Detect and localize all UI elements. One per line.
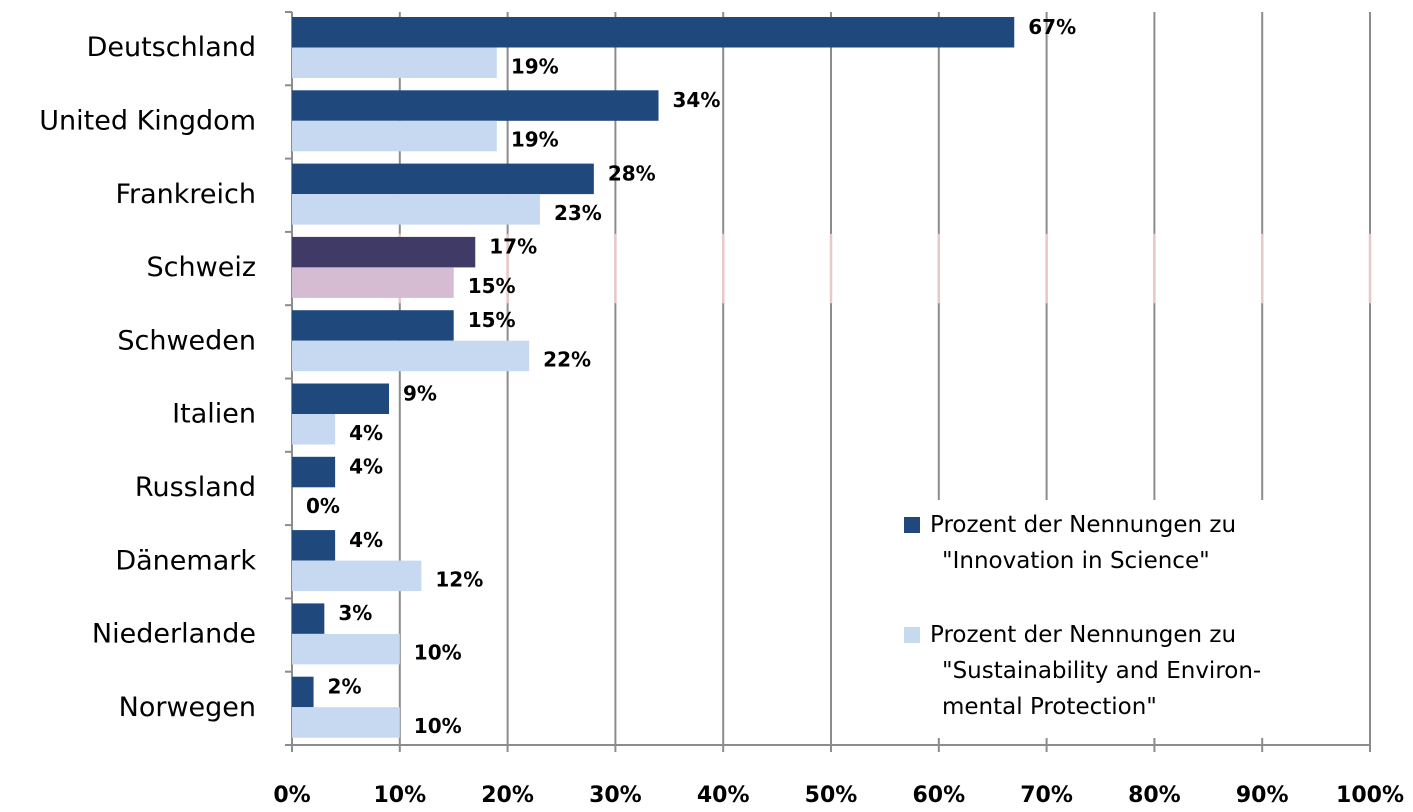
x-tick-label: 60% <box>912 783 965 808</box>
y-tick-label: United Kingdom <box>39 105 256 136</box>
bar <box>292 383 390 414</box>
bar <box>292 676 314 708</box>
data-label: 17% <box>489 235 537 259</box>
bar <box>292 560 422 592</box>
legend-label: Prozent der Nennungen zu "Innovation in S… <box>930 512 1236 574</box>
x-tick-label: 30% <box>589 783 642 808</box>
legend-marker <box>904 627 920 643</box>
data-label: 2% <box>328 674 362 698</box>
data-label: 3% <box>338 601 372 625</box>
y-tick-label: Deutschland <box>87 32 256 63</box>
data-label: 9% <box>403 381 437 405</box>
data-label: 15% <box>468 308 516 332</box>
x-tick-label: 20% <box>481 783 534 808</box>
y-tick-label: Schweiz <box>147 252 256 283</box>
legend-box <box>875 500 1320 738</box>
data-label: 34% <box>673 88 721 112</box>
data-label: 15% <box>468 274 516 298</box>
x-tick-label: 50% <box>805 783 858 808</box>
data-label: 10% <box>414 641 462 665</box>
data-label: 19% <box>511 54 559 78</box>
bar <box>292 267 454 298</box>
y-tick-label: Dänemark <box>115 545 256 576</box>
bar <box>292 456 336 488</box>
bar <box>292 340 530 372</box>
data-label: 4% <box>349 528 383 552</box>
bar <box>292 47 497 78</box>
data-label: 12% <box>435 567 483 591</box>
bar <box>292 163 594 195</box>
bar <box>292 90 659 121</box>
y-tick-label: Niederlande <box>92 619 256 650</box>
y-tick-label: Norwegen <box>119 692 256 723</box>
data-label: 23% <box>554 201 602 225</box>
y-tick-label: Italien <box>172 399 256 430</box>
bar <box>292 310 454 341</box>
bar <box>292 530 336 561</box>
legend-marker <box>904 517 920 533</box>
data-label: 4% <box>349 455 383 479</box>
bar <box>292 633 400 665</box>
data-label: 0% <box>306 494 340 518</box>
bar <box>292 603 325 634</box>
data-label: 28% <box>608 161 656 185</box>
x-tick-label: 0% <box>273 783 310 808</box>
legend-label: Prozent der Nennungen zu "Sustainability … <box>930 622 1261 720</box>
x-tick-label: 90% <box>1236 783 1289 808</box>
y-tick-label: Schweden <box>117 325 256 356</box>
x-tick-label: 80% <box>1128 783 1181 808</box>
bar <box>292 194 540 225</box>
x-tick-label: 40% <box>697 783 750 808</box>
bar <box>292 414 336 445</box>
y-tick-label: Russland <box>135 472 256 503</box>
x-tick-label: 100% <box>1336 783 1404 808</box>
data-label: 19% <box>511 128 559 152</box>
bar <box>292 17 1015 48</box>
x-tick-label: 70% <box>1020 783 1073 808</box>
bar <box>292 236 476 268</box>
data-label: 67% <box>1028 15 1076 39</box>
x-tick-label: 10% <box>373 783 426 808</box>
data-label: 4% <box>349 421 383 445</box>
data-label: 10% <box>414 714 462 738</box>
y-tick-label: Frankreich <box>115 179 256 210</box>
bar <box>292 120 497 152</box>
data-label: 22% <box>543 347 591 371</box>
bar <box>292 707 400 738</box>
